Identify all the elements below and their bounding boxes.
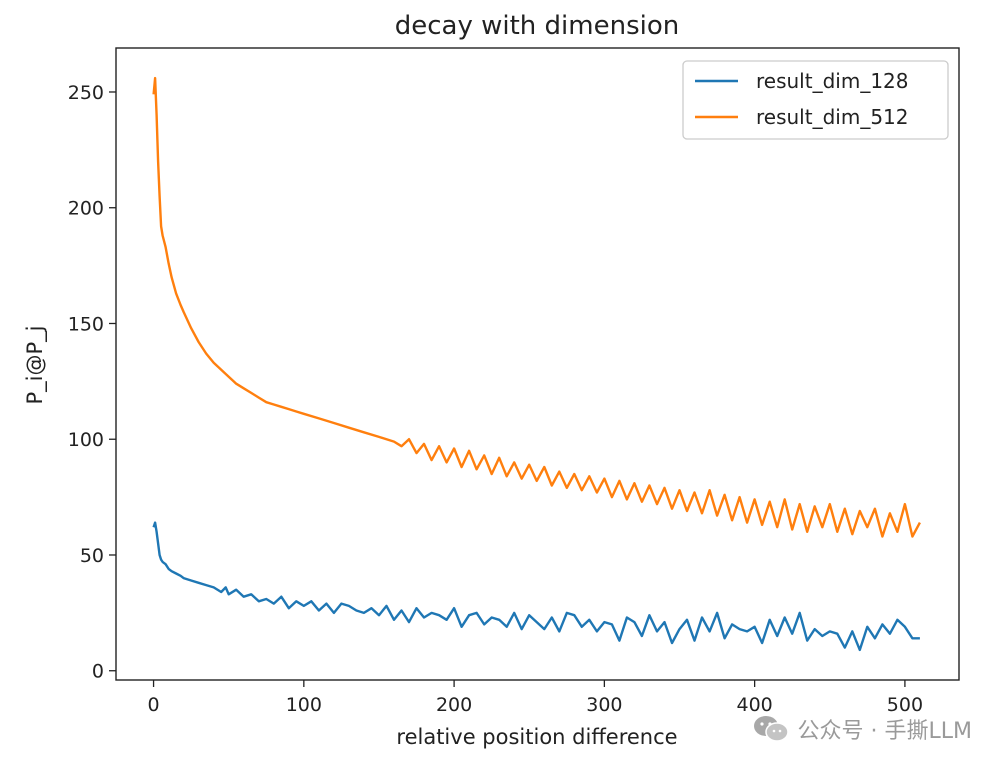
wechat-icon [753,716,789,742]
y-tick-label: 0 [92,661,104,683]
x-tick-label: 300 [586,694,622,716]
legend-box [682,60,949,140]
y-tick-label: 150 [68,313,104,335]
x-tick-label: 400 [737,694,773,716]
legend-entry-dim512: result_dim_512 [756,105,909,129]
chart-title: decay with dimension [395,11,680,41]
x-axis-ticks: 0 100 200 300 400 500 [148,680,923,716]
y-tick-label: 250 [68,82,104,104]
plot-frame [115,47,960,681]
y-axis-ticks: 0 50 100 150 200 250 [68,82,116,683]
y-tick-label: 50 [80,545,104,567]
plot-area: 0 100 200 300 400 500 0 50 100 150 200 250 [68,47,960,716]
x-tick-label: 500 [887,694,923,716]
series-lines [152,76,921,652]
legend-entry-dim128: result_dim_128 [756,69,909,93]
x-tick-label: 200 [436,694,472,716]
y-tick-label: 200 [68,198,104,220]
x-axis-label: relative position difference [396,725,677,749]
y-tick-label: 100 [68,429,104,451]
series-line-result-dim-512 [152,76,921,538]
watermark-text: 公众号 · 手撕LLM [797,719,972,744]
x-tick-label: 0 [148,694,160,716]
y-axis-label: P_i@P_j [23,326,48,405]
watermark: 公众号 · 手撕LLM [752,713,972,745]
x-tick-label: 100 [286,694,322,716]
series-line-result-dim-128 [152,521,920,652]
legend: result_dim_128 result_dim_512 [682,60,949,140]
